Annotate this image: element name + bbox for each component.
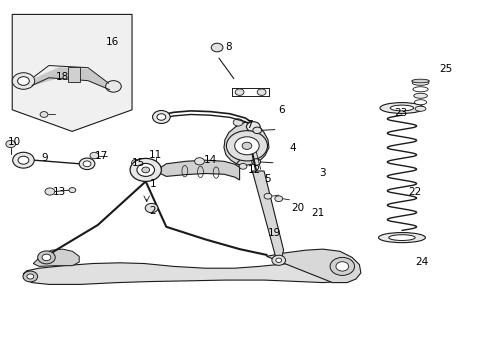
Circle shape: [40, 112, 48, 117]
Text: 6: 6: [277, 105, 284, 115]
Circle shape: [131, 159, 140, 166]
Text: 23: 23: [393, 108, 407, 118]
Ellipse shape: [379, 103, 423, 113]
Circle shape: [211, 43, 223, 52]
Text: 3: 3: [319, 168, 325, 178]
Circle shape: [137, 163, 154, 176]
Circle shape: [271, 255, 285, 265]
Ellipse shape: [389, 105, 413, 111]
Text: 1: 1: [149, 179, 156, 189]
Circle shape: [252, 127, 261, 134]
Circle shape: [130, 158, 161, 181]
Circle shape: [69, 188, 76, 193]
Circle shape: [234, 137, 259, 155]
Circle shape: [145, 203, 158, 213]
Circle shape: [45, 188, 55, 195]
Circle shape: [13, 152, 34, 168]
Text: 19: 19: [267, 228, 281, 238]
Circle shape: [233, 119, 243, 126]
Text: 7: 7: [245, 120, 252, 130]
Circle shape: [90, 152, 99, 159]
Text: 2: 2: [149, 206, 156, 216]
Polygon shape: [252, 171, 283, 257]
Circle shape: [157, 114, 165, 120]
Polygon shape: [23, 263, 351, 284]
Text: 4: 4: [288, 143, 295, 153]
Polygon shape: [12, 14, 132, 131]
Bar: [68, 67, 80, 82]
Circle shape: [235, 89, 244, 95]
Circle shape: [275, 258, 281, 262]
Circle shape: [242, 142, 251, 149]
Polygon shape: [160, 160, 239, 180]
Text: 20: 20: [291, 203, 304, 213]
Circle shape: [257, 89, 265, 95]
Text: 5: 5: [264, 174, 271, 184]
Text: 24: 24: [414, 257, 427, 267]
Circle shape: [264, 193, 271, 199]
Circle shape: [194, 158, 204, 165]
Circle shape: [105, 81, 121, 92]
Circle shape: [79, 158, 95, 170]
Polygon shape: [266, 249, 360, 283]
Ellipse shape: [411, 80, 428, 85]
Text: 8: 8: [225, 42, 232, 52]
Circle shape: [274, 196, 282, 202]
Circle shape: [142, 167, 149, 173]
Text: 22: 22: [407, 186, 421, 197]
Text: 21: 21: [311, 208, 325, 218]
Circle shape: [329, 257, 354, 275]
Text: 17: 17: [95, 151, 108, 161]
Circle shape: [12, 73, 35, 89]
Ellipse shape: [414, 106, 425, 111]
Ellipse shape: [413, 93, 427, 98]
Circle shape: [226, 131, 267, 161]
Text: 16: 16: [105, 37, 119, 48]
Ellipse shape: [412, 87, 427, 92]
Text: 10: 10: [8, 137, 21, 147]
Circle shape: [18, 156, 29, 164]
Ellipse shape: [388, 235, 414, 240]
Text: 13: 13: [53, 186, 66, 197]
Circle shape: [27, 274, 34, 279]
Circle shape: [246, 122, 260, 132]
Text: 11: 11: [148, 150, 162, 160]
Circle shape: [152, 111, 170, 123]
Text: 9: 9: [41, 153, 48, 163]
Ellipse shape: [414, 100, 426, 105]
Circle shape: [38, 251, 55, 264]
Circle shape: [83, 161, 91, 167]
Ellipse shape: [378, 233, 425, 243]
Text: 14: 14: [203, 155, 217, 165]
Polygon shape: [33, 249, 79, 266]
Circle shape: [23, 271, 38, 282]
Circle shape: [42, 254, 51, 261]
Circle shape: [18, 77, 29, 85]
Polygon shape: [224, 122, 268, 166]
Text: 12: 12: [247, 165, 261, 175]
Text: 15: 15: [131, 158, 145, 168]
Ellipse shape: [411, 79, 428, 83]
Text: 25: 25: [438, 64, 452, 74]
Circle shape: [239, 163, 246, 169]
Circle shape: [251, 159, 260, 165]
Circle shape: [6, 140, 16, 148]
Text: 18: 18: [56, 72, 69, 82]
Circle shape: [335, 262, 348, 271]
